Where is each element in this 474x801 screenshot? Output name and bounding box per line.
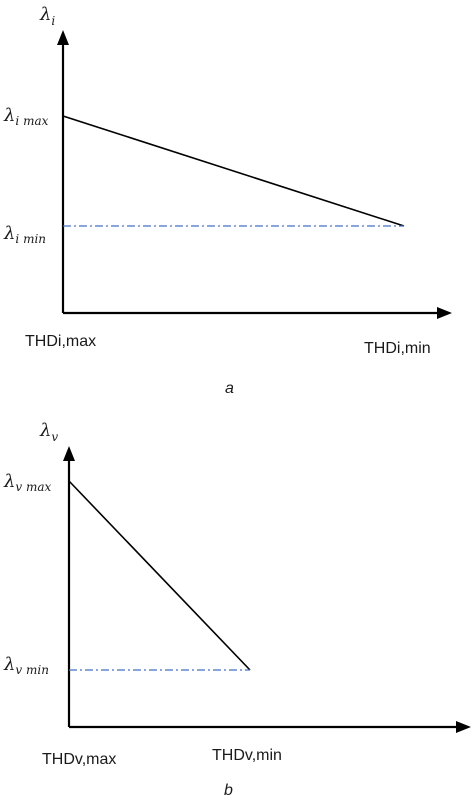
- chart-b-y-axis-label-symbol: λ: [39, 420, 51, 441]
- chart-a-y-axis-arrow: [57, 30, 69, 45]
- chart-a-y-tick-max-symbol: λ: [3, 105, 15, 126]
- chart-a-x-axis-arrow: [437, 307, 452, 319]
- chart-b-y-tick-label-min: λv min: [3, 654, 49, 677]
- chart-b-x-tick-label-min: THDv,min: [212, 747, 282, 764]
- chart-b-y-axis-label-subscript: v: [51, 430, 58, 444]
- chart-b-series-1-line: [68, 480, 251, 671]
- chart-b-y-tick-max-symbol: λ: [3, 471, 15, 492]
- chart-b: λv λv max λv min THDv,max THDv,min b: [3, 420, 471, 799]
- chart-a: λi λi max λi min THDi,max THDi,min a: [3, 4, 452, 397]
- chart-b-panel-label: b: [224, 782, 233, 799]
- chart-b-y-tick-min-subscript: v min: [15, 663, 49, 677]
- chart-b-x-axis-arrow: [456, 721, 471, 733]
- chart-b-y-axis-arrow: [63, 446, 75, 461]
- chart-a-y-axis-label-symbol: λ: [39, 4, 51, 25]
- chart-a-x-tick-label-max: THDi,max: [25, 333, 96, 350]
- chart-b-y-tick-max-subscript: v max: [15, 480, 51, 494]
- chart-a-y-axis-label: λi: [39, 4, 55, 28]
- chart-b-y-tick-min-symbol: λ: [3, 654, 15, 675]
- chart-a-x-tick-label-min: THDi,min: [364, 340, 431, 357]
- chart-b-x-tick-label-max: THDv,max: [42, 751, 116, 768]
- chart-a-y-axis-label-subscript: i: [51, 14, 55, 28]
- chart-a-y-tick-max-subscript: i max: [15, 114, 48, 128]
- chart-a-panel-label: a: [225, 380, 234, 397]
- chart-a-series-1-line: [62, 115, 405, 227]
- chart-a-y-tick-min-subscript: i min: [15, 232, 46, 246]
- chart-a-y-tick-label-min: λi min: [3, 223, 46, 246]
- chart-a-y-tick-min-symbol: λ: [3, 223, 15, 244]
- chart-b-y-axis-label: λv: [39, 420, 58, 444]
- chart-a-y-tick-label-max: λi max: [3, 105, 49, 128]
- chart-b-y-tick-label-max: λv max: [3, 471, 52, 494]
